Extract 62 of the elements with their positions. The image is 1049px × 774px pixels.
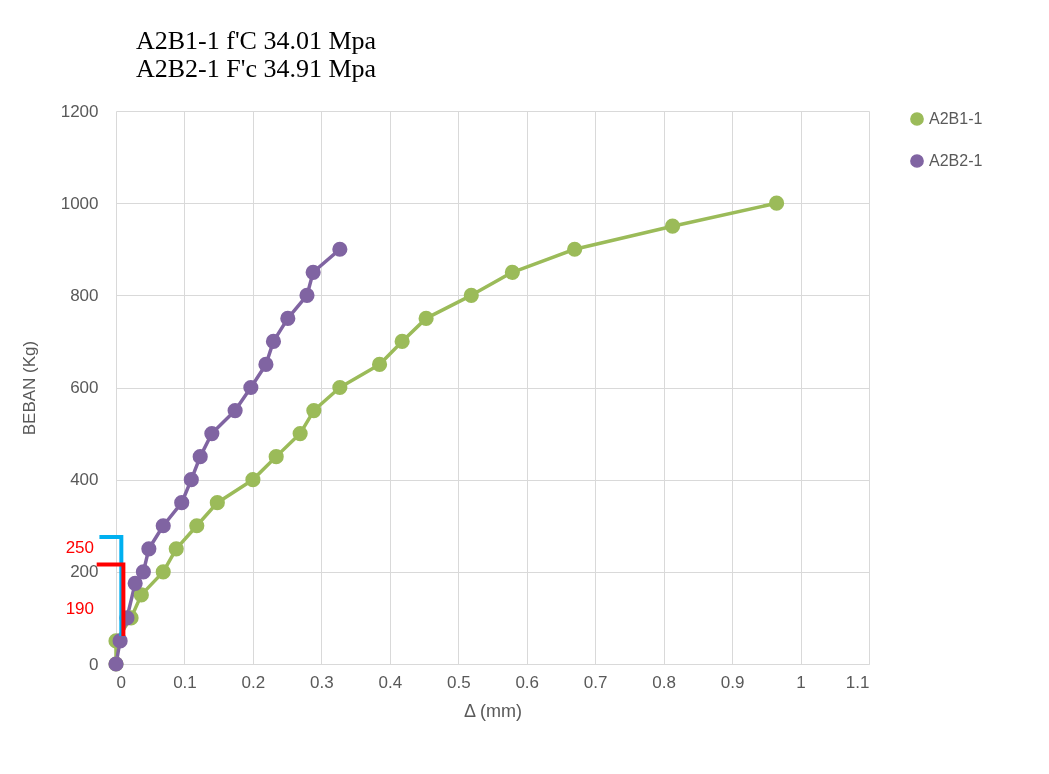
point — [141, 541, 157, 557]
x-tick-label: 0.8 — [652, 672, 676, 692]
point — [189, 518, 205, 534]
x-tick-label: 0.9 — [720, 672, 745, 692]
y-tick-label: 200 — [70, 562, 99, 582]
annotation: 250 — [65, 538, 94, 557]
annotation: 190 — [65, 599, 94, 618]
y-tick-label: 1000 — [60, 193, 99, 213]
point — [209, 495, 225, 511]
point — [155, 518, 171, 534]
point — [135, 564, 151, 580]
y-tick-label: 400 — [70, 470, 99, 490]
point — [127, 575, 143, 591]
point — [268, 449, 284, 465]
y-axis-title: BEBAN (Kg) — [19, 340, 39, 436]
x-tick-label: 0.5 — [446, 672, 471, 692]
x-tick-label: 0.3 — [310, 672, 334, 692]
x-tick-label: 0.2 — [241, 672, 266, 692]
y-tick-label: 0 — [89, 654, 99, 674]
point — [265, 333, 282, 349]
point — [227, 402, 243, 419]
y-tick-label: 1200 — [60, 101, 99, 121]
chart-subtitle: A2B2-1 F'c 34.91 Mpa — [136, 54, 377, 83]
point — [258, 356, 274, 373]
point — [332, 241, 348, 257]
x-axis-title: Δ (mm) — [463, 700, 523, 721]
point — [332, 379, 348, 396]
point — [243, 379, 259, 396]
point — [292, 426, 308, 442]
point — [245, 472, 261, 488]
point — [174, 495, 190, 511]
point — [371, 356, 388, 373]
x-tick-label: 1.1 — [845, 672, 870, 692]
point — [394, 333, 410, 349]
y-tick-label: 600 — [70, 378, 99, 397]
x-tick-label: 0.4 — [378, 672, 403, 692]
point — [280, 310, 296, 326]
point — [463, 287, 479, 303]
x-tick-label: 1 — [796, 672, 806, 692]
point — [567, 241, 583, 257]
legend-label: A2B1-1 — [929, 110, 983, 127]
point — [769, 195, 785, 211]
legend-label: A2B2-1 — [929, 152, 983, 169]
x-tick-label: 0.1 — [173, 672, 197, 692]
chart-title: A2B1-1 f'C 34.01 Mpa — [136, 26, 377, 55]
x-tick-label: 0 — [116, 672, 126, 692]
point — [183, 472, 199, 488]
point — [133, 587, 149, 603]
point — [504, 264, 520, 280]
point — [418, 310, 434, 326]
x-tick-label: 0.6 — [515, 672, 540, 692]
point — [192, 449, 208, 465]
point — [112, 633, 128, 649]
y-tick-label: 800 — [70, 285, 99, 305]
point — [204, 426, 220, 442]
point — [299, 287, 315, 303]
point — [168, 541, 184, 557]
point — [155, 564, 171, 580]
point — [305, 264, 321, 280]
x-tick-label: 0.7 — [583, 672, 608, 692]
point — [306, 402, 322, 419]
point — [664, 218, 681, 234]
